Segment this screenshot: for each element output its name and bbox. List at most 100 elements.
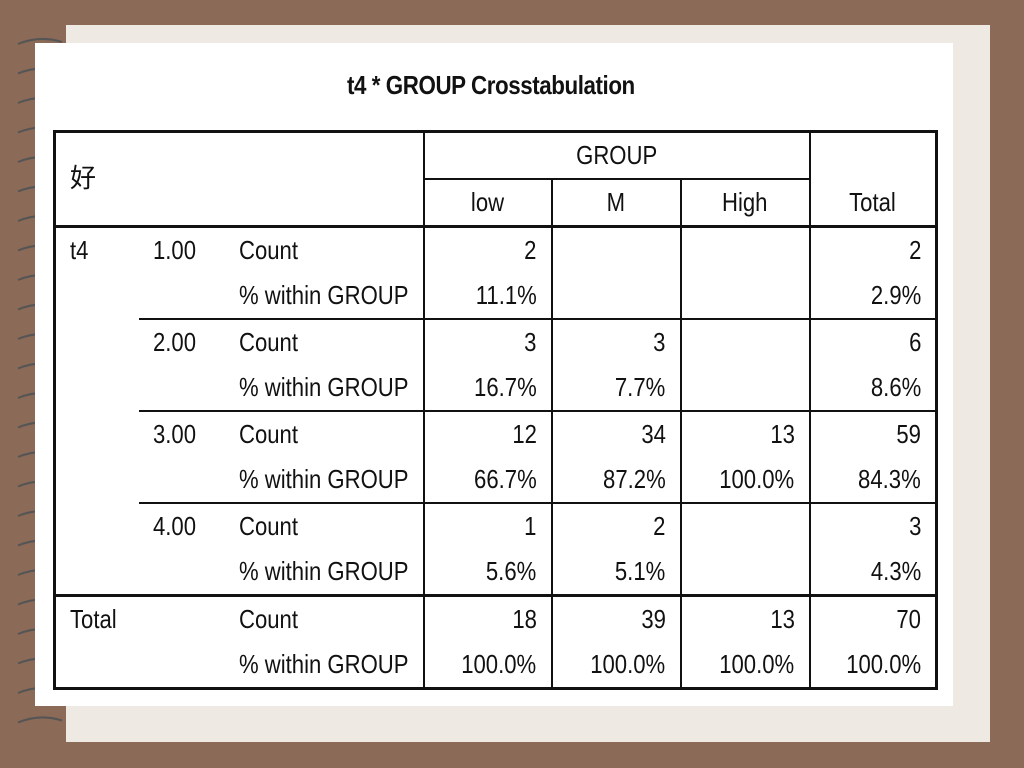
count-cell-m-text: 34 <box>640 419 666 449</box>
count-cell-total: 59 <box>808 410 937 457</box>
pct-cell-m: 5.1% <box>550 549 681 596</box>
total-row: % within GROUP 100.0% 100.0% 100.0% 100.0% <box>55 642 937 689</box>
total-pct-cell-total: 100.0% <box>808 642 937 689</box>
total-pct-cell-m: 100.0% <box>550 642 681 689</box>
stat-label-pct-text: % within GROUP <box>238 464 408 494</box>
stat-label-pct: % within GROUP <box>225 457 424 503</box>
stat-label-count-text: Count <box>238 419 298 449</box>
count-cell-m-text: 3 <box>653 327 666 357</box>
stat-label-count: Count <box>224 225 424 273</box>
count-cell-low: 1 <box>422 502 552 549</box>
stat-label-count-text: Count <box>238 235 298 265</box>
stat-label-pct: % within GROUP <box>225 365 424 411</box>
total-column-header-text: Total <box>849 187 897 217</box>
pct-cell-high <box>679 365 810 411</box>
stat-label-pct: % within GROUP <box>225 549 424 596</box>
table-row: 4.00 Count 1 2 3 <box>55 502 937 596</box>
pct-cell-total-text: 84.3% <box>858 464 922 494</box>
count-cell-low: 12 <box>422 410 552 457</box>
count-cell-low: 2 <box>422 225 552 273</box>
count-cell-total: 6 <box>808 318 937 365</box>
count-cell-low-text: 1 <box>524 511 537 541</box>
total-pct-cell-high: 100.0% <box>679 642 810 689</box>
stat-label-count-text: Count <box>238 327 298 357</box>
column-header-m: M <box>550 178 681 227</box>
row-variable-label: t4 <box>54 225 139 596</box>
total-count-cell-m-text: 39 <box>640 604 666 634</box>
total-count-cell-low-text: 18 <box>511 604 537 634</box>
pct-cell-total: 2.9% <box>808 273 937 319</box>
table-row: % within GROUP 16.7% 7.7% 8.6% <box>55 365 937 411</box>
table-title: t4 * GROUP Crosstabulation <box>346 70 635 100</box>
row-level-label: 2.00 <box>138 318 225 411</box>
stat-label-count-text: Count <box>238 604 298 634</box>
column-header-low: low <box>422 178 552 227</box>
table-row: 2.00 Count 3 3 6 <box>55 318 937 411</box>
spiral-ring <box>17 716 63 724</box>
pct-cell-low-text: 66.7% <box>473 464 537 494</box>
total-pct-cell-low-text: 100.0% <box>461 649 537 679</box>
stat-label-pct: % within GROUP <box>225 273 424 319</box>
row-level-label-text: 1.00 <box>152 235 196 265</box>
stat-label-count: Count <box>224 318 424 365</box>
pct-cell-high <box>679 549 810 596</box>
pct-cell-m-text: 7.7% <box>615 372 666 402</box>
stat-label-pct-text: % within GROUP <box>238 649 408 679</box>
count-cell-total-text: 6 <box>908 327 922 357</box>
count-cell-high <box>679 502 810 549</box>
count-cell-high <box>679 225 810 273</box>
count-cell-total: 3 <box>808 502 937 549</box>
total-count-cell-high: 13 <box>679 594 810 642</box>
total-pct-cell-total-text: 100.0% <box>846 649 922 679</box>
count-cell-m: 34 <box>550 410 681 457</box>
count-cell-high: 13 <box>679 410 810 457</box>
total-pct-cell-high-text: 100.0% <box>719 649 795 679</box>
stat-label-pct-text: % within GROUP <box>238 372 408 402</box>
corner-label: 好 <box>70 163 97 194</box>
total-row-label-text: Total <box>70 604 117 634</box>
stat-label-count: Count <box>224 410 424 457</box>
count-cell-low-text: 12 <box>511 419 537 449</box>
count-cell-m: 3 <box>550 318 681 365</box>
spiral-ring <box>17 38 63 45</box>
pct-cell-low: 11.1% <box>422 273 552 319</box>
table-row: % within GROUP 11.1% 2.9% <box>55 273 937 319</box>
total-count-cell-total: 70 <box>808 594 937 642</box>
stat-label-count: Count <box>224 502 424 549</box>
pct-cell-m-text: 87.2% <box>602 464 666 494</box>
count-cell-low: 3 <box>422 318 552 365</box>
total-pct-cell-low: 100.0% <box>422 642 552 689</box>
count-cell-m <box>550 225 681 273</box>
stat-label-count-text: Count <box>238 511 298 541</box>
table-row: t4 1.00 Count 2 2 <box>54 225 937 596</box>
total-count-cell-total-text: 70 <box>896 604 922 634</box>
pct-cell-low-text: 11.1% <box>475 280 537 310</box>
pct-cell-low-text: 16.7% <box>473 372 537 402</box>
count-cell-total: 2 <box>808 225 937 273</box>
row-level-label-text: 2.00 <box>152 327 196 357</box>
crosstab-table: 好 GROUP Total low M High t4 1.00 Count 2 2 % … <box>53 130 939 690</box>
header-row-2: low M High <box>55 178 937 227</box>
pct-cell-m: 7.7% <box>550 365 681 411</box>
total-count-cell-low: 18 <box>422 594 552 642</box>
column-header-high: High <box>679 178 810 227</box>
stat-label-pct-text: % within GROUP <box>238 280 408 310</box>
count-cell-total-text: 2 <box>908 235 922 265</box>
pct-cell-low: 5.6% <box>422 549 552 596</box>
count-cell-high <box>679 318 810 365</box>
pct-cell-high <box>679 273 810 319</box>
column-header-high-text: High <box>722 187 768 217</box>
table-row: % within GROUP 66.7% 87.2% 100.0% 84.3% <box>55 457 937 503</box>
pct-cell-total: 84.3% <box>808 457 937 503</box>
total-row-label: Total <box>54 594 225 689</box>
column-header-m-text: M <box>606 187 626 217</box>
header-row-1: 好 GROUP Total <box>55 131 937 227</box>
count-cell-low-text: 2 <box>524 235 537 265</box>
pct-cell-low: 16.7% <box>422 365 552 411</box>
stat-label-count: Count <box>224 594 424 642</box>
total-count-cell-high-text: 13 <box>769 604 795 634</box>
pct-cell-total: 4.3% <box>808 549 937 596</box>
count-cell-total-text: 59 <box>896 419 922 449</box>
column-header-low-text: low <box>470 187 505 217</box>
pct-cell-high-text: 100.0% <box>719 464 795 494</box>
